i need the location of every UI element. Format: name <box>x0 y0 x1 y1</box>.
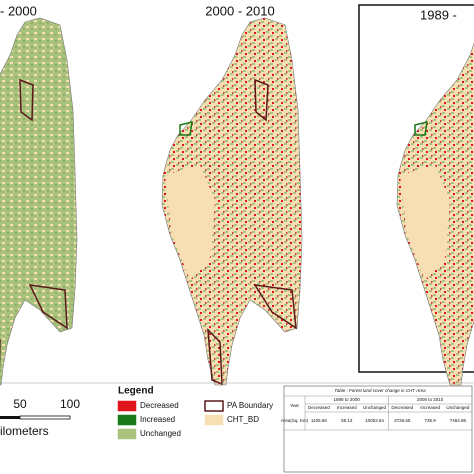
map-panel-1 <box>0 17 78 386</box>
legend-label: Unchanged <box>140 429 181 438</box>
row-label: Area(Sq. Km) <box>281 418 309 423</box>
panel-title: - 2000 <box>0 3 37 18</box>
data-table: Table : Forest land cover change in CHT … <box>281 385 473 473</box>
legend-label: PA Boundary <box>227 401 273 410</box>
map-panel-2 <box>161 17 303 386</box>
legend-label: CHT_BD <box>227 415 259 424</box>
table-cell: 58.13 <box>341 418 353 423</box>
table-header: Decreased <box>391 405 413 410</box>
table-cell: 10053.54 <box>365 418 384 423</box>
table-cell: 3726.55 <box>394 418 411 423</box>
legend: Legend Decreased Increased Unchanged PA Bou… <box>117 386 273 440</box>
table-header: Year <box>290 403 300 408</box>
scale-label: 100 <box>60 397 80 411</box>
table-header: 2000 to 2010 <box>417 397 444 402</box>
panel-frame <box>358 4 474 373</box>
legend-swatch <box>117 428 137 440</box>
table-cell: 7464.86 <box>450 418 467 423</box>
table-cell: 1105.66 <box>311 418 327 423</box>
table-header: Increased <box>337 405 357 410</box>
panel-title: 2000 - 2010 <box>205 3 274 18</box>
legend-title: Legend <box>118 386 154 397</box>
table-title: Table : Forest land cover change in CHT … <box>334 388 426 393</box>
scale-bar: 50 100 ilometers <box>0 397 80 438</box>
scale-unit: ilometers <box>0 424 49 438</box>
table-header: Decreased <box>308 405 330 410</box>
table-header: Unchanged <box>446 405 470 410</box>
legend-swatch <box>117 400 137 412</box>
legend-label: Increased <box>140 415 175 424</box>
map-panel-3 <box>396 17 474 386</box>
table-header: 1989 to 2000 <box>334 397 361 402</box>
scale-label: 50 <box>13 397 27 411</box>
legend-label: Decreased <box>140 401 179 410</box>
legend-swatch <box>117 414 137 426</box>
panel-title: 1989 - <box>420 7 457 22</box>
table-cell: 735.9 <box>424 418 436 423</box>
table-header: Unchanged <box>363 405 387 410</box>
table-header: Increased <box>420 405 440 410</box>
legend-swatch <box>204 400 224 412</box>
legend-swatch <box>204 414 224 426</box>
